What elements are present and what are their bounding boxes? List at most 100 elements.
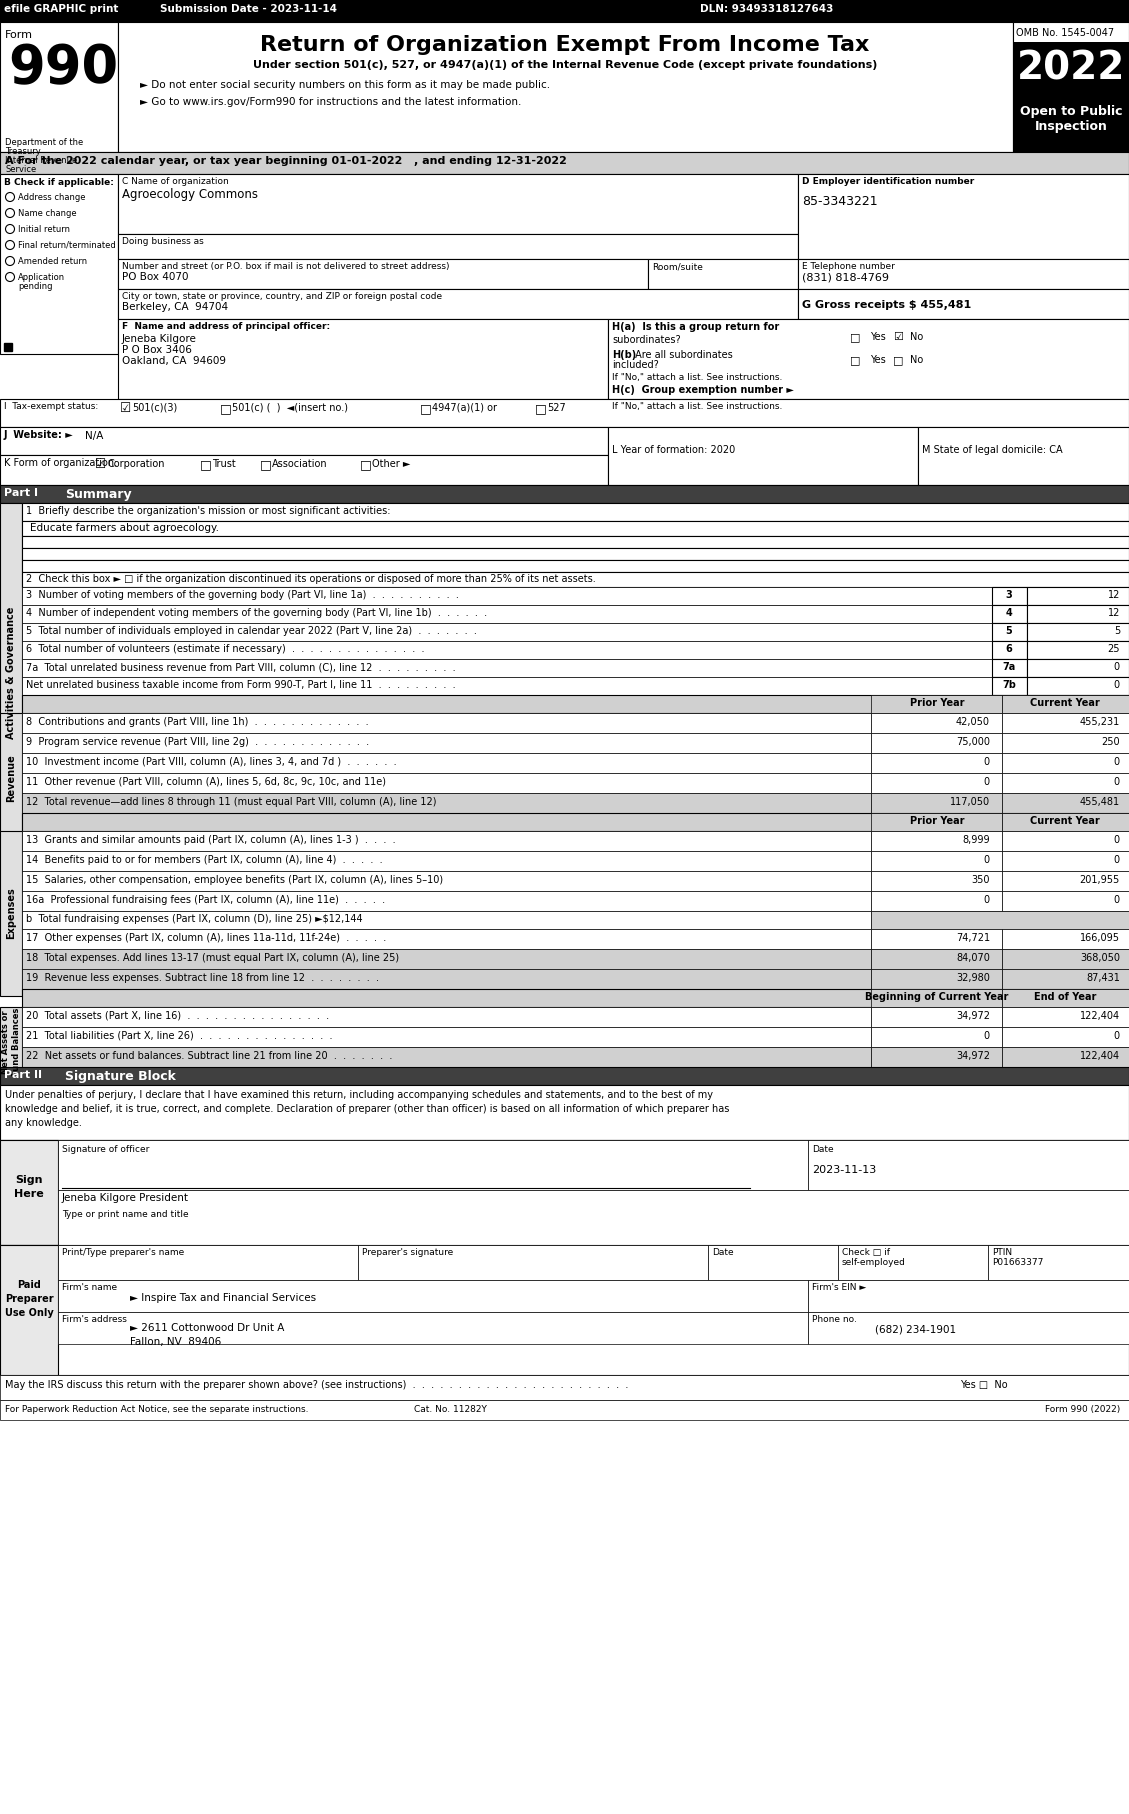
Text: Room/suite: Room/suite [653,261,703,270]
Text: 4  Number of independent voting members of the governing body (Part VI, line 1b): 4 Number of independent voting members o… [26,608,487,619]
Text: Berkeley, CA  94704: Berkeley, CA 94704 [122,301,228,312]
Bar [870,1047,1003,1067]
Bar [0,1085,1129,1139]
Text: Preparer: Preparer [5,1293,53,1304]
Bar [0,1375,1129,1400]
Text: 166,095: 166,095 [1080,932,1120,943]
Bar [870,969,1003,989]
Text: 0: 0 [1114,834,1120,845]
Text: Under penalties of perjury, I declare that I have examined this return, includin: Under penalties of perjury, I declare th… [5,1090,714,1099]
Text: Fallon, NV  89406: Fallon, NV 89406 [130,1337,221,1348]
Text: Net unrelated business taxable income from Form 990-T, Part I, line 11  .  .  . : Net unrelated business taxable income fr… [26,680,456,689]
Bar [21,871,870,891]
Text: Doing business as: Doing business as [122,238,203,247]
Text: Yes □  No: Yes □ No [960,1380,1007,1390]
Bar [21,521,1129,535]
Text: If "No," attach a list. See instructions.: If "No," attach a list. See instructions… [612,403,782,412]
Text: Use Only: Use Only [5,1308,53,1319]
Text: Current Year: Current Year [1030,698,1100,707]
Text: Submission Date - 2023-11-14: Submission Date - 2023-11-14 [160,4,336,15]
Text: I  Tax-exempt status:: I Tax-exempt status: [5,403,98,412]
Text: 201,955: 201,955 [1079,874,1120,885]
Text: Yes: Yes [870,332,886,343]
Bar [358,1244,708,1281]
Bar [58,1190,1129,1244]
Text: 74,721: 74,721 [956,932,990,943]
Text: Prior Year: Prior Year [910,698,964,707]
Bar [21,1047,870,1067]
Text: 0: 0 [1114,894,1120,905]
Bar [1003,773,1129,793]
Text: 0: 0 [983,854,990,865]
Bar [798,288,1129,319]
Text: Check □ if
self-employed: Check □ if self-employed [842,1248,905,1268]
Text: Address change: Address change [18,192,86,201]
Bar [21,606,992,622]
Bar [992,640,1027,658]
Bar [21,793,870,813]
Text: 8  Contributions and grants (Part VIII, line 1h)  .  .  .  .  .  .  .  .  .  .  : 8 Contributions and grants (Part VIII, l… [26,717,369,727]
Bar [1003,929,1129,949]
Text: 501(c)(3): 501(c)(3) [132,403,177,414]
Bar [870,989,1003,1007]
Text: 0: 0 [983,894,990,905]
Bar [798,259,1129,288]
Text: 5  Total number of individuals employed in calendar year 2022 (Part V, line 2a) : 5 Total number of individuals employed i… [26,626,476,637]
Text: Agroecology Commons: Agroecology Commons [122,189,259,201]
Bar [1027,640,1129,658]
Text: Firm's address: Firm's address [62,1315,126,1324]
Bar [1003,813,1129,831]
Bar [0,152,1129,174]
Bar [1003,949,1129,969]
Bar [21,851,870,871]
Text: C Name of organization: C Name of organization [122,178,229,187]
Bar [21,658,992,677]
Bar [1027,588,1129,606]
Text: □: □ [535,403,546,415]
Text: ► 2611 Cottonwood Dr Unit A: ► 2611 Cottonwood Dr Unit A [130,1322,285,1333]
Text: No: No [910,332,924,343]
Text: Association: Association [272,459,327,470]
Text: Number and street (or P.O. box if mail is not delivered to street address): Number and street (or P.O. box if mail i… [122,261,449,270]
Bar [58,1139,808,1190]
Bar [1003,695,1129,713]
Bar [119,234,798,259]
Bar [0,1400,1129,1420]
Text: Treasury: Treasury [5,147,41,156]
Text: 84,070: 84,070 [956,952,990,963]
Bar [870,891,1003,911]
Text: Preparer's signature: Preparer's signature [362,1248,453,1257]
Text: 34,972: 34,972 [956,1010,990,1021]
Text: Jeneba Kilgore: Jeneba Kilgore [122,334,196,345]
Bar [21,831,870,851]
Text: PTIN
P01663377: PTIN P01663377 [992,1248,1043,1268]
Bar [1003,831,1129,851]
Bar [0,1007,21,1078]
Text: pending: pending [18,281,53,290]
Bar [870,793,1003,813]
Text: □: □ [360,457,371,472]
Text: 17  Other expenses (Part IX, column (A), lines 11a-11d, 11f-24e)  .  .  .  .  .: 17 Other expenses (Part IX, column (A), … [26,932,386,943]
Text: H(b): H(b) [612,350,637,359]
Text: Form: Form [5,31,33,40]
Text: Phone no.: Phone no. [812,1315,857,1324]
Text: 20  Total assets (Part X, line 16)  .  .  .  .  .  .  .  .  .  .  .  .  .  .  . : 20 Total assets (Part X, line 16) . . . … [26,1010,330,1021]
Text: 19  Revenue less expenses. Subtract line 18 from line 12  .  .  .  .  .  .  .  .: 19 Revenue less expenses. Subtract line … [26,972,379,983]
Bar [992,622,1027,640]
Text: knowledge and belief, it is true, correct, and complete. Declaration of preparer: knowledge and belief, it is true, correc… [5,1105,729,1114]
Text: 42,050: 42,050 [956,717,990,727]
Bar [0,831,21,996]
Bar [0,174,119,354]
Text: 34,972: 34,972 [956,1050,990,1061]
Bar [21,969,870,989]
Text: Expenses: Expenses [6,887,16,940]
Text: F  Name and address of principal officer:: F Name and address of principal officer: [122,323,330,330]
Text: 5: 5 [1006,626,1013,637]
Bar [1003,1047,1129,1067]
Text: PO Box 4070: PO Box 4070 [122,272,189,281]
Bar [1003,1007,1129,1027]
Text: 7a  Total unrelated business revenue from Part VIII, column (C), line 12  .  .  : 7a Total unrelated business revenue from… [26,662,456,671]
Text: 0: 0 [983,1030,990,1041]
Bar [0,502,21,844]
Bar [0,1244,58,1375]
